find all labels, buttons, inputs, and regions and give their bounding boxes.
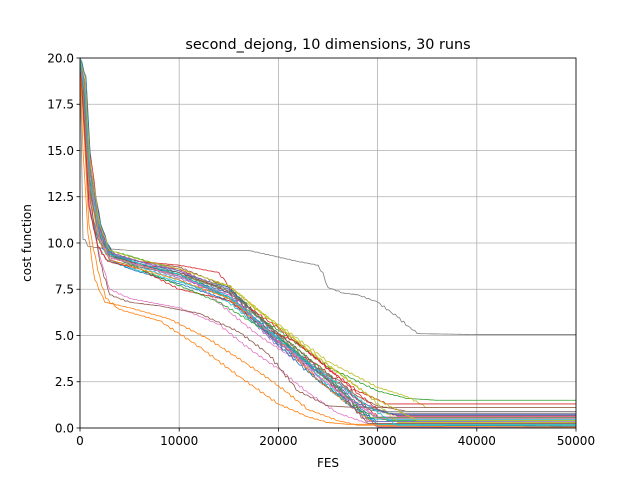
x-axis-ticks: 0 10000 20000 30000 40000 50000 bbox=[76, 428, 595, 448]
series-line bbox=[80, 58, 576, 421]
series-line bbox=[80, 58, 576, 418]
y-tick-label: 5.0 bbox=[55, 329, 74, 343]
y-tick-label: 15.0 bbox=[47, 144, 74, 158]
y-tick-label: 10.0 bbox=[47, 236, 74, 250]
series-line bbox=[80, 58, 576, 426]
y-axis-label: cost function bbox=[20, 204, 34, 282]
series-line bbox=[80, 58, 576, 335]
series-line bbox=[80, 58, 576, 401]
x-tick-label: 40000 bbox=[458, 434, 496, 448]
x-tick-label: 50000 bbox=[557, 434, 595, 448]
series-line bbox=[80, 58, 576, 409]
series-line bbox=[80, 58, 576, 421]
series-line bbox=[80, 58, 576, 428]
y-tick-label: 0.0 bbox=[55, 421, 74, 435]
y-tick-label: 20.0 bbox=[47, 51, 74, 65]
x-tick-label: 20000 bbox=[259, 434, 297, 448]
series-line bbox=[80, 58, 576, 416]
x-axis-label: FES bbox=[317, 456, 339, 470]
y-tick-label: 17.5 bbox=[47, 98, 74, 112]
y-tick-label: 2.5 bbox=[55, 375, 74, 389]
series-group bbox=[80, 58, 576, 428]
y-tick-label: 7.5 bbox=[55, 283, 74, 297]
series-line bbox=[80, 58, 576, 405]
x-tick-label: 10000 bbox=[160, 434, 198, 448]
x-tick-label: 30000 bbox=[359, 434, 397, 448]
y-axis-ticks: 0.0 2.5 5.0 7.5 10.0 12.5 15.0 17.5 20.0 bbox=[47, 51, 80, 435]
chart-title: second_dejong, 10 dimensions, 30 runs bbox=[185, 37, 470, 53]
y-tick-label: 12.5 bbox=[47, 190, 74, 204]
x-tick-label: 0 bbox=[76, 434, 84, 448]
series-line bbox=[80, 58, 576, 427]
